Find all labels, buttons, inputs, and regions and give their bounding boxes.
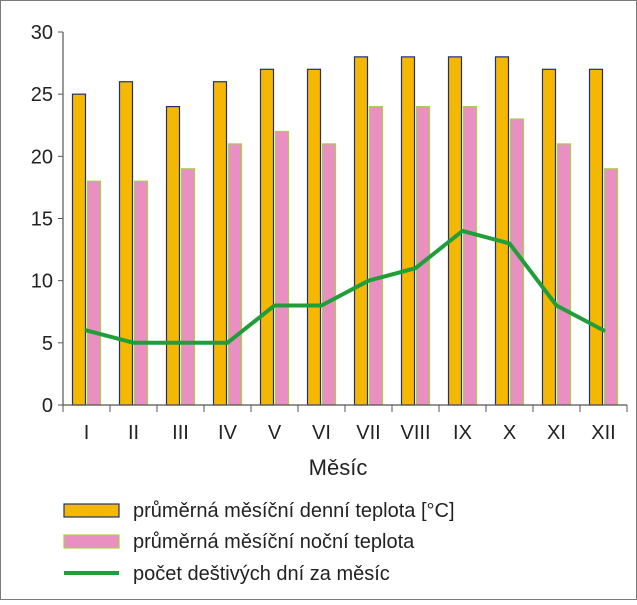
x-tick-label: VIII [400, 422, 430, 444]
legend-label-2: počet deštivých dní za měsíc [133, 563, 390, 585]
plot-area [71, 56, 619, 406]
rain-days-point-VI [320, 304, 323, 308]
x-tick-label: II [128, 422, 139, 444]
rain-days-point-VIII [414, 266, 417, 270]
rain-days-point-VII [367, 279, 370, 283]
bar-night-XI [556, 143, 572, 406]
bar-night-XII [603, 168, 619, 406]
bar-day-IV [212, 81, 228, 406]
rain-days-line [84, 228, 606, 345]
y-tick-label: 25 [31, 84, 53, 106]
bar-day-VIII [400, 56, 416, 406]
bar-night-IV [227, 143, 243, 406]
x-tick-label: XII [591, 422, 615, 444]
bar-night-V [274, 130, 290, 406]
legend-swatch-0 [63, 503, 120, 518]
rain-days-point-XII [602, 328, 605, 332]
bar-night-IX [462, 105, 478, 406]
rain-days-point-IV [226, 341, 229, 345]
x-tick-label: V [268, 422, 282, 444]
x-tick-label: VII [356, 422, 380, 444]
rain-days-point-V [273, 304, 276, 308]
x-tick-label: I [84, 422, 90, 444]
x-tick-label: III [172, 422, 189, 444]
y-tick-label: 20 [31, 146, 53, 168]
legend-label-0: průměrná měsíční denní teplota [°C] [133, 500, 455, 522]
bar-day-III [165, 105, 181, 406]
y-tick-label: 30 [31, 22, 53, 44]
legend-label-1: průměrná měsíční noční teplota [133, 531, 415, 553]
bar-day-VII [353, 56, 369, 406]
rain-days-point-IX [461, 229, 464, 233]
rain-days-point-XI [555, 304, 558, 308]
rain-days-point-X [508, 241, 511, 245]
bar-day-XII [588, 68, 604, 406]
bar-night-II [133, 180, 149, 406]
bar-day-V [259, 68, 275, 406]
y-tick-label: 5 [42, 333, 53, 355]
y-tick-label: 0 [42, 395, 53, 417]
rain-days-point-I [85, 328, 88, 332]
x-tick-label: IX [453, 422, 472, 444]
x-tick-label: X [503, 422, 516, 444]
y-tick-label: 10 [31, 271, 53, 293]
rain-days-point-II [132, 341, 135, 345]
bar-night-VI [321, 143, 337, 406]
bar-day-II [118, 81, 134, 406]
bar-night-I [86, 180, 102, 406]
legend-swatch-1 [63, 534, 120, 549]
bar-day-I [71, 93, 87, 406]
rain-days-point-III [179, 341, 182, 345]
bar-day-X [494, 56, 510, 406]
y-tick-label: 15 [31, 209, 53, 231]
x-tick-label: XI [547, 422, 566, 444]
bar-night-III [180, 168, 196, 406]
x-tick-label: IV [218, 422, 238, 444]
bar-night-VIII [415, 105, 431, 406]
bar-day-VI [306, 68, 322, 406]
legend: průměrná měsíční denní teplota [°C] průmě… [63, 500, 455, 585]
x-tick-label: VI [312, 422, 331, 444]
bar-night-VII [368, 105, 384, 406]
bar-day-XI [541, 68, 557, 406]
x-axis-label: Měsíc [309, 455, 368, 480]
